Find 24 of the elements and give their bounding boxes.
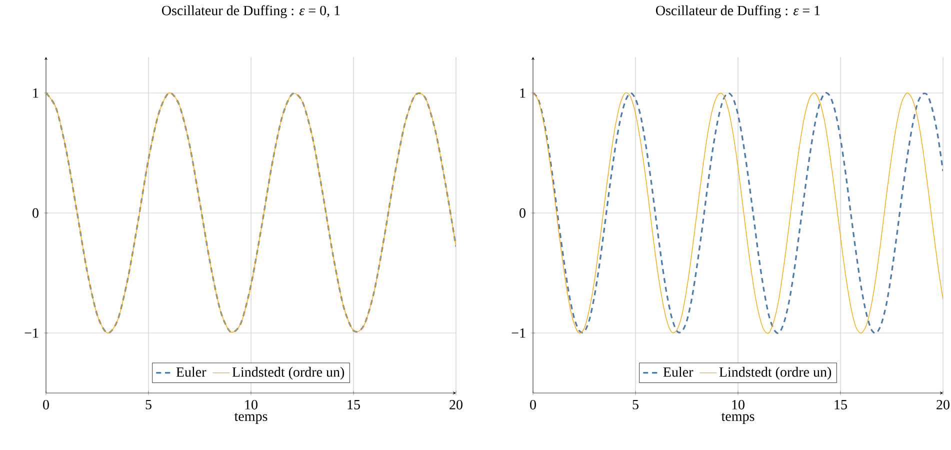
x-tick-label: 10 <box>245 400 258 410</box>
x-axis-title: temps <box>721 412 754 424</box>
y-tick-label: −1 <box>512 328 526 338</box>
y-tick-label: 0 <box>32 208 38 218</box>
x-tick-label: 20 <box>936 400 950 410</box>
x-tick-label: 5 <box>632 400 638 410</box>
y-tick-label: 1 <box>520 88 526 98</box>
x-tick-label: 0 <box>530 400 536 410</box>
y-tick-label: 0 <box>520 208 526 218</box>
x-tick-label: 5 <box>146 400 152 410</box>
x-axis-title: temps <box>234 412 268 424</box>
x-tick-label: 20 <box>450 400 462 410</box>
y-tick-label: 1 <box>33 88 38 98</box>
legend-label: Euler <box>176 366 206 377</box>
legend-label: Euler <box>663 366 694 377</box>
x-tick-label: 15 <box>348 400 360 410</box>
x-tick-label: 0 <box>43 400 49 410</box>
legend-label: Lindstedt (ordre un) <box>719 366 832 380</box>
chart-title: Oscillateur de Duffing : ε = 1 <box>656 5 820 18</box>
x-tick-label: 15 <box>834 400 847 410</box>
x-tick-label: 10 <box>732 400 744 410</box>
legend-label: Lindstedt (ordre un) <box>232 366 344 380</box>
chart-title: Oscillateur de Duffing : ε = 0, 1 <box>162 5 340 18</box>
y-tick-label: −1 <box>24 328 38 338</box>
